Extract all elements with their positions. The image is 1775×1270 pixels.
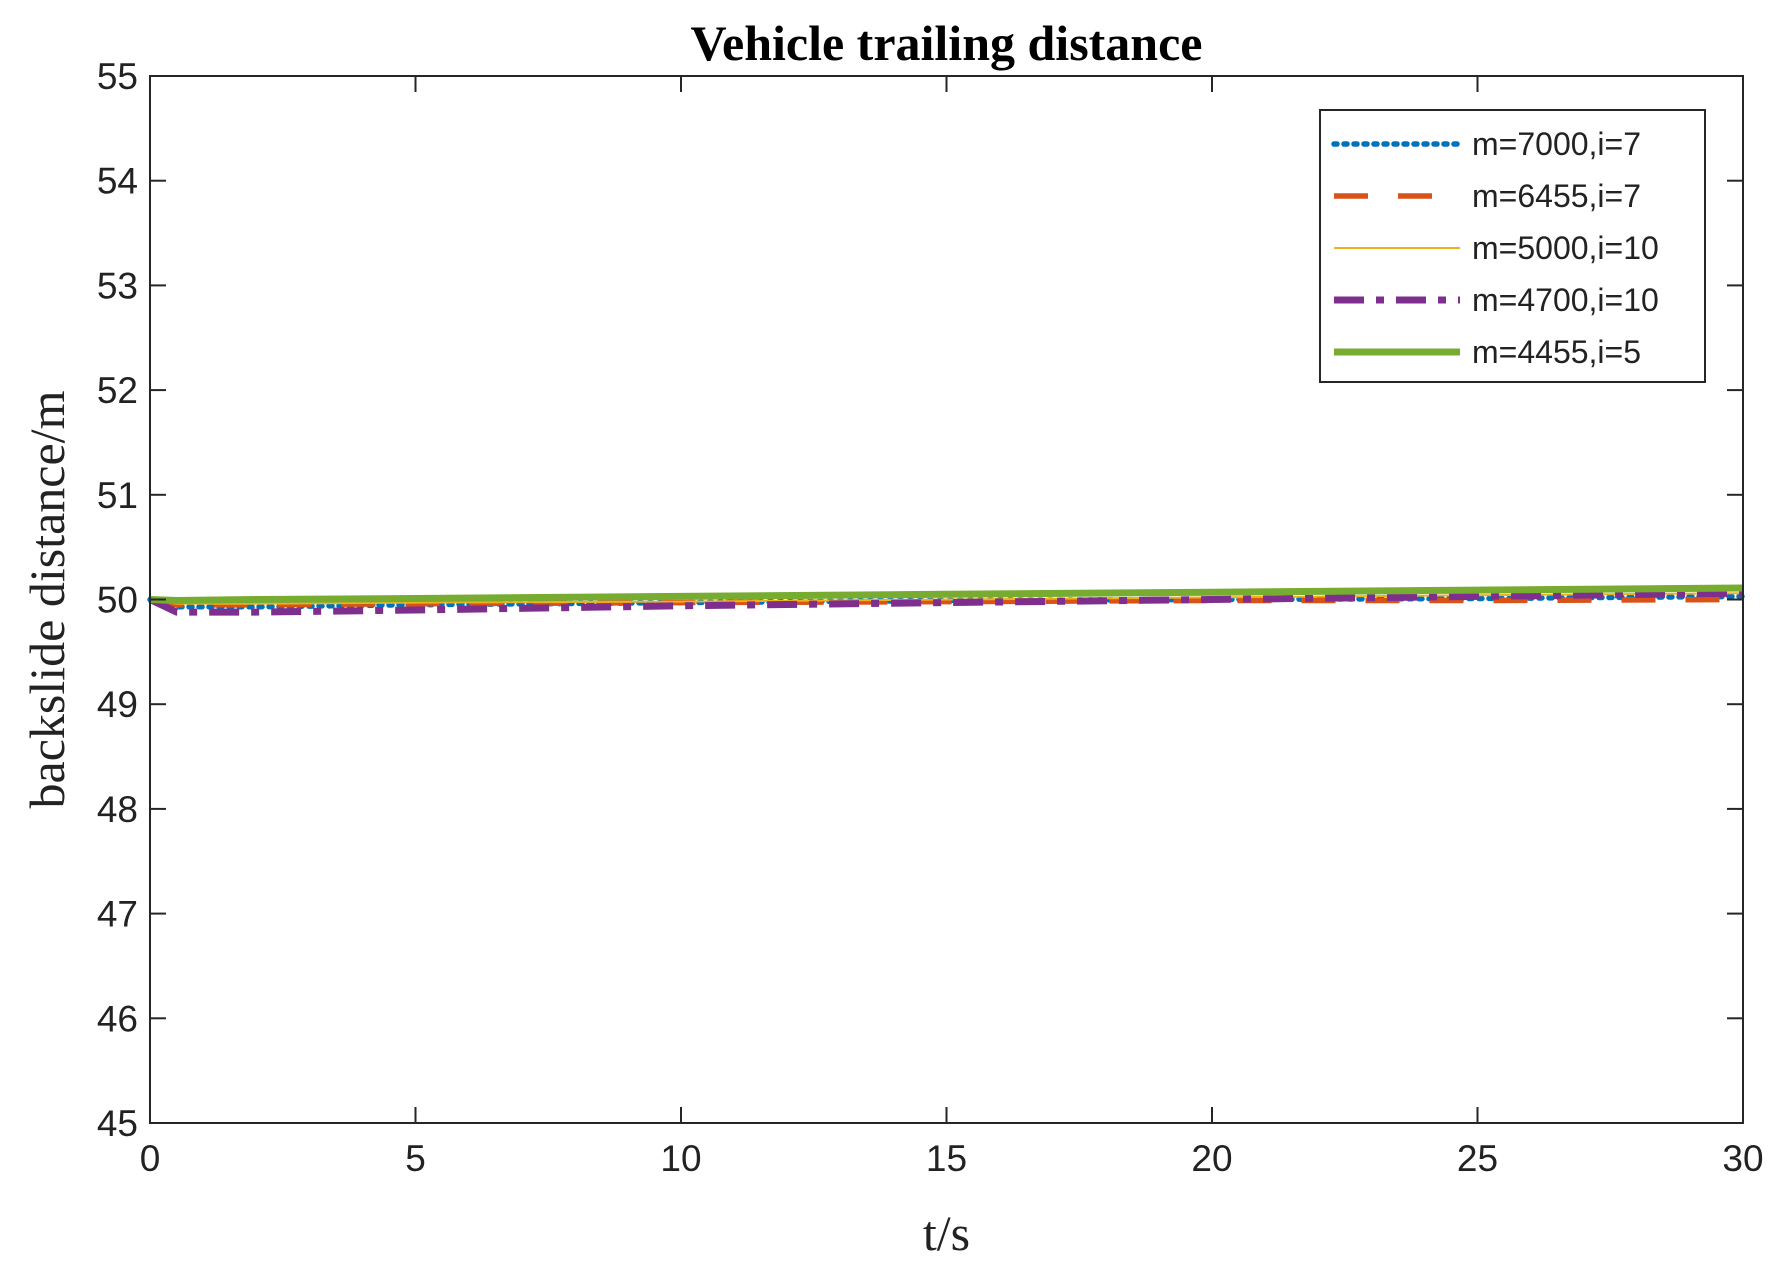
y-tick-label: 50 <box>97 580 138 621</box>
chart-title: Vehicle trailing distance <box>690 15 1202 71</box>
legend: m=7000,i=7 m=6455,i=7 m=5000,i=10 m=4700,i=… <box>1319 109 1706 383</box>
series-line-4 <box>148 589 1744 616</box>
y-tick-label: 48 <box>97 789 138 830</box>
y-tick-label: 55 <box>97 56 138 97</box>
x-tick-label: 0 <box>140 1138 161 1179</box>
legend-box <box>1319 109 1706 383</box>
x-tick-label: 20 <box>1191 1138 1232 1179</box>
x-axis-label: t/s <box>923 1205 970 1261</box>
legend-label-5: m=4455,i=5 <box>1472 334 1641 370</box>
x-tick-label: 30 <box>1722 1138 1763 1179</box>
legend-label-1: m=7000,i=7 <box>1472 126 1641 162</box>
y-tick-label: 54 <box>97 161 138 202</box>
y-axis-label: backslide distance/m <box>19 390 75 808</box>
legend-label-2: m=6455,i=7 <box>1472 178 1641 214</box>
y-tick-label: 45 <box>97 1103 138 1144</box>
axes-layer: 0 5 10 15 20 25 30 45 46 47 48 49 50 51 52 53 54 55 <box>97 56 1764 1179</box>
y-tick-label: 46 <box>97 998 138 1039</box>
legend-label-4: m=4700,i=10 <box>1472 282 1659 318</box>
series-line-5 <box>149 584 1744 604</box>
y-tick-label: 52 <box>97 370 138 411</box>
series-layer <box>147 584 1746 616</box>
x-tick-label: 5 <box>405 1138 426 1179</box>
y-tick-label: 51 <box>97 475 138 516</box>
y-tick-label: 49 <box>97 684 138 725</box>
x-tick-label: 25 <box>1457 1138 1498 1179</box>
x-tick-label: 10 <box>660 1138 701 1179</box>
y-tick-label: 47 <box>97 894 138 935</box>
legend-label-3: m=5000,i=10 <box>1472 230 1659 266</box>
x-tick-label: 15 <box>926 1138 967 1179</box>
y-tick-label: 53 <box>97 265 138 306</box>
